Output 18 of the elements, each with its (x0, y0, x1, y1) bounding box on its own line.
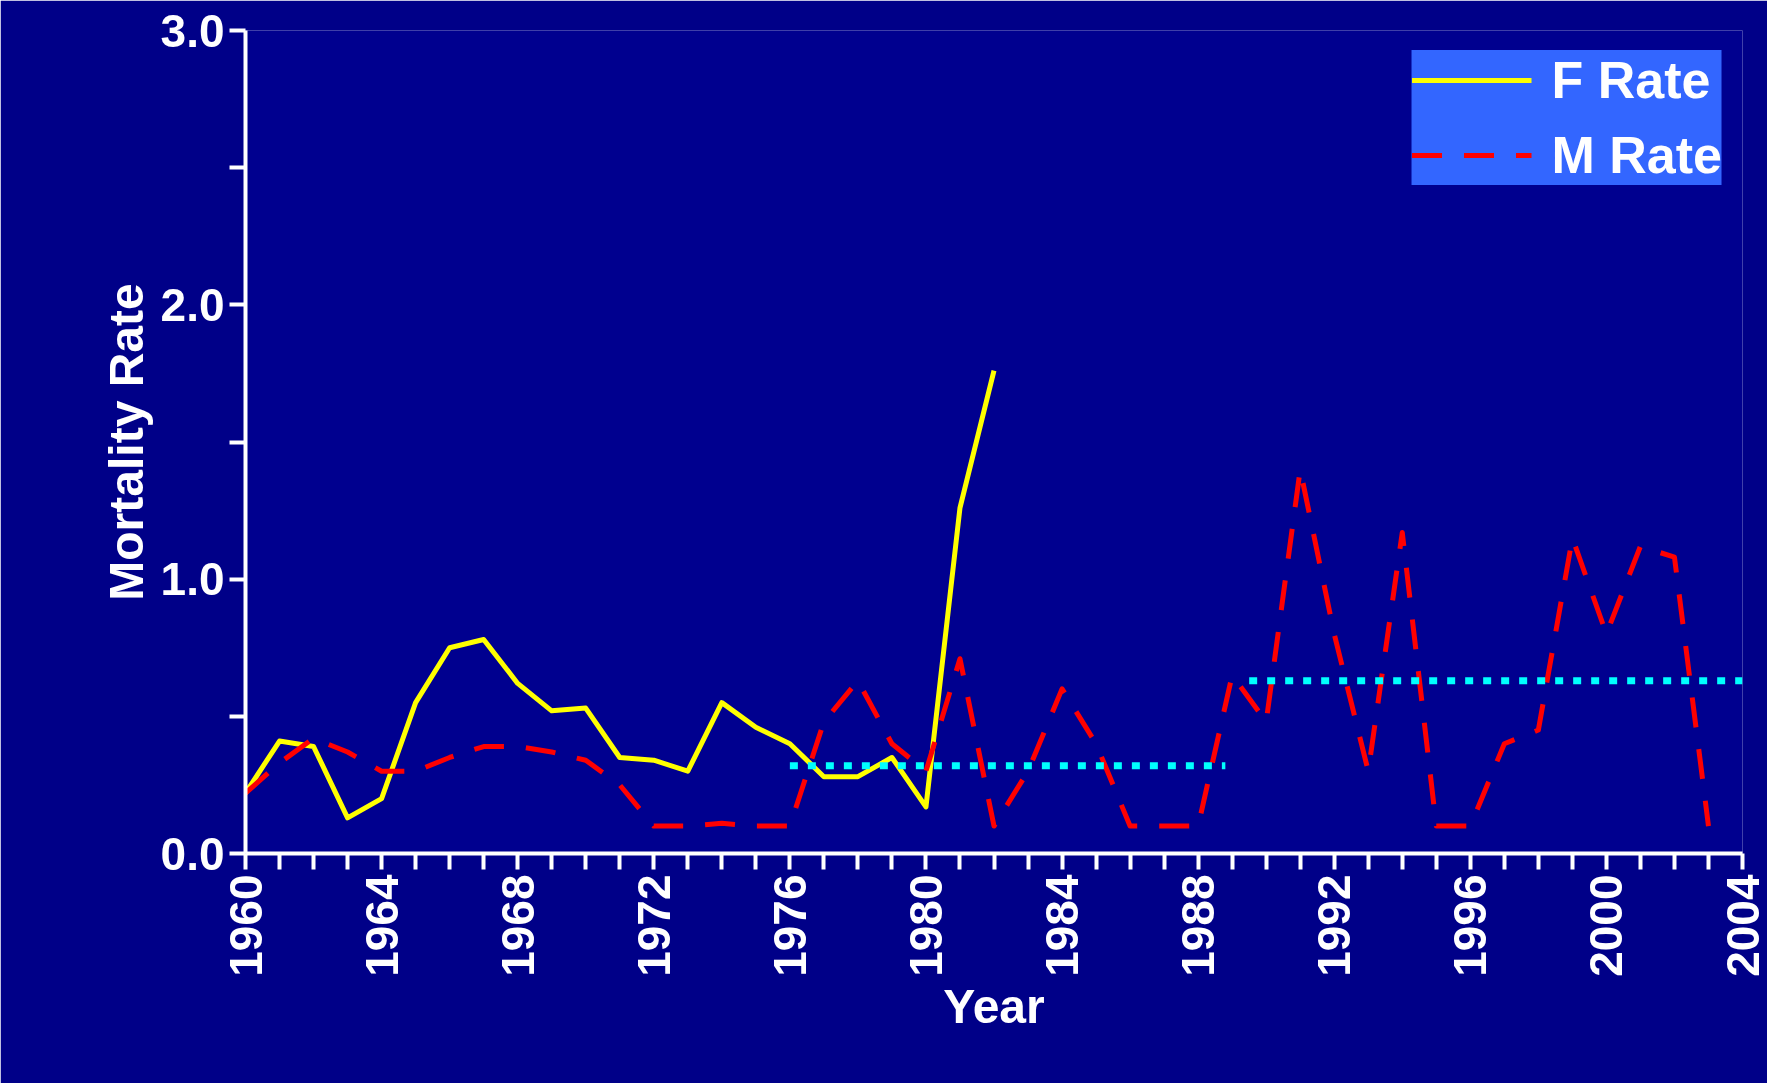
x-tick-label: 1972 (627, 874, 680, 977)
x-tick-label: 2004 (1716, 874, 1767, 977)
x-tick-label: 1996 (1444, 874, 1497, 977)
x-tick-label: 1976 (763, 874, 816, 977)
x-axis-title: Year (943, 979, 1045, 1033)
y-tick-label: 1.0 (160, 553, 225, 606)
legend-label: F Rate (1551, 50, 1711, 110)
x-tick-label: 1992 (1308, 874, 1361, 977)
y-tick-label: 3.0 (160, 4, 225, 57)
x-tick-label: 1980 (899, 874, 952, 977)
x-tick-label: 1964 (355, 874, 408, 977)
legend-label: M Rate (1551, 125, 1722, 185)
y-axis-title: Mortality Rate (99, 283, 153, 601)
x-tick-label: 1988 (1172, 874, 1225, 977)
x-tick-label: 2000 (1580, 874, 1633, 977)
x-tick-label: 1984 (1036, 874, 1089, 977)
x-tick-label: 1968 (491, 874, 544, 977)
y-tick-label: 2.0 (160, 278, 225, 331)
